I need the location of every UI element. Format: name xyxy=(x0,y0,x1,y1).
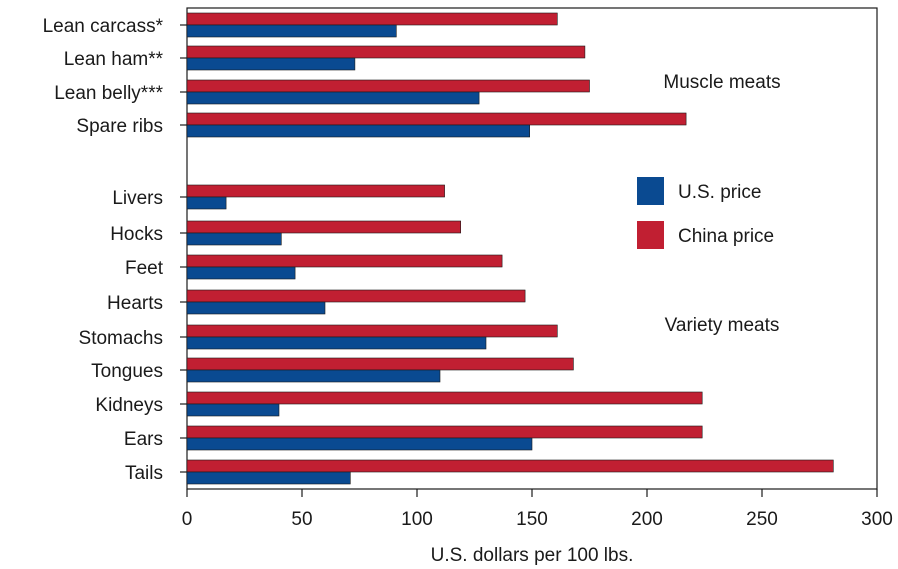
category-label-tails: Tails xyxy=(125,463,163,484)
bar-us-spare-ribs xyxy=(186,124,531,138)
bar-china-hearts xyxy=(186,289,526,303)
category-label-hocks: Hocks xyxy=(110,224,163,245)
group-label-variety-meats: Variety meats xyxy=(665,315,780,336)
bar-china-tongues xyxy=(186,357,574,371)
bar-china-lean-ham xyxy=(186,45,586,59)
bar-us-hearts xyxy=(186,301,326,315)
bar-us-lean-ham xyxy=(186,57,356,71)
x-tick-label-0: 0 xyxy=(182,509,193,530)
bar-us-stomachs xyxy=(186,336,487,350)
legend-swatch-us-price xyxy=(637,177,664,205)
category-label-lean-belly: Lean belly*** xyxy=(54,83,163,104)
x-tick-label-250: 250 xyxy=(746,509,778,530)
category-label-kidneys: Kidneys xyxy=(95,395,163,416)
bar-china-ears xyxy=(186,425,703,439)
x-tick-label-150: 150 xyxy=(516,509,548,530)
category-label-ears: Ears xyxy=(124,429,163,450)
group-label-muscle-meats: Muscle meats xyxy=(663,72,780,93)
x-tick-label-300: 300 xyxy=(861,509,893,530)
bar-china-lean-carcass xyxy=(186,12,558,26)
category-label-tongues: Tongues xyxy=(91,361,163,382)
legend-label-china-price: China price xyxy=(678,226,774,247)
bars xyxy=(186,12,834,485)
bar-us-livers xyxy=(186,196,227,210)
category-label-lean-carcass: Lean carcass* xyxy=(43,16,164,37)
bar-us-kidneys xyxy=(186,403,280,417)
bar-china-stomachs xyxy=(186,324,558,338)
bar-us-tails xyxy=(186,471,351,485)
bar-china-livers xyxy=(186,184,445,198)
bar-china-hocks xyxy=(186,220,462,234)
x-tick-label-200: 200 xyxy=(631,509,663,530)
x-axis-ticks: 0 50 100 150 200 250 300 xyxy=(182,489,893,530)
bar-us-feet xyxy=(186,266,296,280)
category-label-stomachs: Stomachs xyxy=(79,328,163,349)
x-axis-title: U.S. dollars per 100 lbs. xyxy=(431,545,634,566)
bar-us-lean-carcass xyxy=(186,24,397,38)
category-label-spare-ribs: Spare ribs xyxy=(76,116,163,137)
bar-china-lean-belly xyxy=(186,79,590,93)
category-label-livers: Livers xyxy=(112,188,163,209)
bar-china-kidneys xyxy=(186,391,703,405)
category-label-lean-ham: Lean ham** xyxy=(64,49,164,70)
bar-china-tails xyxy=(186,459,834,473)
bar-us-tongues xyxy=(186,369,441,383)
category-labels: Lean carcass* Lean ham** Lean belly*** Spar… xyxy=(43,16,187,484)
bar-us-hocks xyxy=(186,232,282,246)
bar-us-ears xyxy=(186,437,533,451)
x-tick-label-100: 100 xyxy=(401,509,433,530)
legend-label-us-price: U.S. price xyxy=(678,182,761,203)
bar-us-lean-belly xyxy=(186,91,480,105)
legend-swatch-china-price xyxy=(637,221,664,249)
x-tick-label-50: 50 xyxy=(291,509,312,530)
bar-china-spare-ribs xyxy=(186,112,687,126)
category-label-hearts: Hearts xyxy=(107,293,163,314)
bar-china-feet xyxy=(186,254,503,268)
category-label-feet: Feet xyxy=(125,258,164,279)
legend: U.S. price China price xyxy=(637,177,774,249)
